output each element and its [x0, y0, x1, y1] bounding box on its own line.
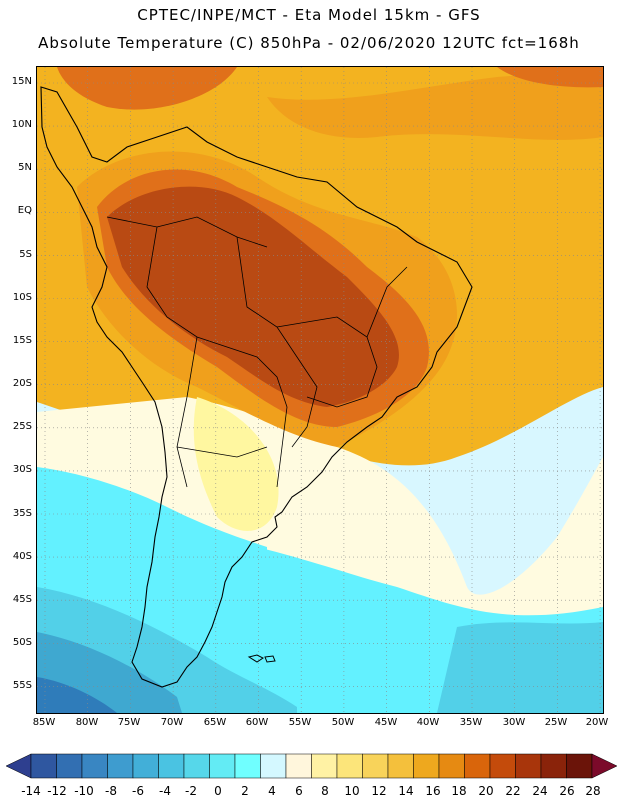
colorbar-label: 12 [371, 784, 387, 798]
hot-caribbean-region [57, 67, 237, 110]
hot-northeast-corner [497, 67, 603, 88]
map-plot-area [36, 66, 604, 714]
colorbar-swatch [183, 753, 210, 779]
colorbar-swatch [81, 753, 108, 779]
lat-label-35s: 35S [12, 508, 32, 519]
falkland-islands [247, 654, 276, 663]
lon-label-50w: 50W [331, 717, 355, 728]
colorbar-swatch [311, 753, 338, 779]
colorbar-label: -6 [132, 784, 144, 798]
colorbar-swatch [30, 753, 57, 779]
lon-label-65w: 65W [203, 717, 227, 728]
colorbar-swatch [158, 753, 185, 779]
lat-label-55s: 55S [12, 680, 32, 691]
temperature-colorbar [6, 753, 618, 779]
lon-label-30w: 30W [502, 717, 526, 728]
lon-label-45w: 45W [374, 717, 398, 728]
lon-label-20w: 20W [585, 717, 609, 728]
colorbar-swatch [336, 753, 363, 779]
temperature-field-map [37, 67, 603, 713]
lat-label-5s: 5S [19, 249, 32, 260]
colorbar-swatch [234, 753, 261, 779]
colorbar-label: 26 [559, 784, 575, 798]
colorbar-label: 20 [478, 784, 494, 798]
south-america-coastline [40, 86, 473, 688]
light-blue-east [437, 622, 603, 713]
lon-label-70w: 70W [160, 717, 184, 728]
colorbar-label: 8 [321, 784, 329, 798]
colorbar-swatch [413, 753, 440, 779]
lon-label-75w: 75W [117, 717, 141, 728]
colorbar-swatch [209, 753, 236, 779]
colorbar-label: 28 [585, 784, 601, 798]
colorbar-swatch [362, 753, 389, 779]
colorbar-swatch [464, 753, 491, 779]
hot-core-region [107, 186, 399, 407]
lat-label-10s: 10S [12, 292, 32, 303]
colorbar-max-arrow [591, 753, 618, 779]
lat-label-15s: 15S [12, 335, 32, 346]
colorbar-label: -12 [47, 784, 67, 798]
colorbar-label: 10 [344, 784, 360, 798]
colorbar-label: 0 [214, 784, 222, 798]
colorbar-label: 4 [268, 784, 276, 798]
colorbar-label: -10 [74, 784, 94, 798]
lat-label-40s: 40S [12, 551, 32, 562]
lat-label-25s: 25S [12, 421, 32, 432]
lat-label-50s: 50S [12, 637, 32, 648]
colorbar-swatch [132, 753, 159, 779]
colorbar-label: 18 [451, 784, 467, 798]
colorbar-label: -4 [159, 784, 171, 798]
colorbar-label: -2 [185, 784, 197, 798]
lon-label-40w: 40W [416, 717, 440, 728]
colorbar-min-arrow [6, 753, 32, 779]
pale-yellow-region [193, 397, 279, 531]
colorbar-swatch [260, 753, 287, 779]
lat-label-eq: EQ [17, 205, 32, 216]
colorbar-swatch [438, 753, 465, 779]
lat-label-5n: 5N [18, 162, 32, 173]
lon-label-85w: 85W [32, 717, 56, 728]
colorbar-swatch [387, 753, 414, 779]
colorbar-label: 6 [295, 784, 303, 798]
country-borders [106, 216, 408, 488]
colorbar-swatch [566, 753, 593, 779]
lat-label-10n: 10N [11, 119, 32, 130]
lat-label-15n: 15N [11, 76, 32, 87]
colorbar-swatch [107, 753, 134, 779]
lon-label-55w: 55W [288, 717, 312, 728]
colorbar-swatch [540, 753, 567, 779]
colorbar-label: 16 [425, 784, 441, 798]
colorbar-swatch [285, 753, 312, 779]
lat-label-30s: 30S [12, 464, 32, 475]
lon-label-80w: 80W [75, 717, 99, 728]
lon-label-35w: 35W [459, 717, 483, 728]
colorbar-label: 14 [398, 784, 414, 798]
colorbar-swatch [56, 753, 83, 779]
colorbar-label: -14 [21, 784, 41, 798]
lat-label-45s: 45S [12, 594, 32, 605]
colorbar-swatch [489, 753, 516, 779]
colorbar-swatch [515, 753, 542, 779]
lat-label-20s: 20S [12, 378, 32, 389]
lon-label-25w: 25W [544, 717, 568, 728]
colorbar-label: 2 [241, 784, 249, 798]
warm-northeast-region [267, 75, 603, 140]
colorbar-label: 22 [505, 784, 521, 798]
lon-label-60w: 60W [245, 717, 269, 728]
chart-title-line2: Absolute Temperature (C) 850hPa - 02/06/… [38, 34, 580, 52]
chart-title-line1: CPTEC/INPE/MCT - Eta Model 15km - GFS [137, 6, 481, 24]
colorbar-label: 24 [532, 784, 548, 798]
dark-blue-band [37, 677, 117, 713]
colorbar-label: -8 [105, 784, 117, 798]
